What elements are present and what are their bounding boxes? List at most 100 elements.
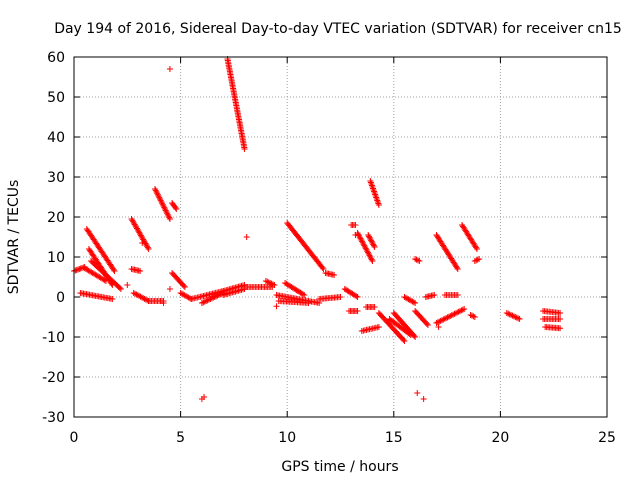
data-point xyxy=(443,315,450,322)
data-point xyxy=(207,296,214,302)
data-point xyxy=(152,186,159,192)
data-point xyxy=(371,244,378,250)
data-point xyxy=(364,248,371,255)
x-tick-label: 25 xyxy=(598,430,616,446)
data-point xyxy=(414,257,421,264)
data-point xyxy=(138,294,145,301)
data-point xyxy=(367,179,374,186)
data-point xyxy=(458,307,465,314)
data-point-isolated xyxy=(435,324,442,330)
data-point xyxy=(198,300,205,306)
data-point xyxy=(356,234,363,241)
data-point xyxy=(160,203,167,210)
data-point xyxy=(461,306,468,312)
data-point xyxy=(165,213,172,220)
data-point xyxy=(305,300,312,306)
data-point xyxy=(367,253,374,260)
data-point xyxy=(447,313,454,319)
data-point xyxy=(371,190,378,196)
data-point xyxy=(365,251,372,257)
data-point xyxy=(213,293,220,300)
plot-frame xyxy=(73,56,608,418)
y-tick-label: 0 xyxy=(56,290,65,306)
data-point xyxy=(214,292,221,299)
data-point xyxy=(434,319,441,326)
data-point xyxy=(450,311,457,318)
data-point xyxy=(372,191,379,198)
data-point xyxy=(369,258,376,264)
x-tick-label: 10 xyxy=(278,430,296,446)
x-tick-label: 0 xyxy=(70,430,79,446)
data-point xyxy=(516,316,523,322)
data-point xyxy=(375,202,382,208)
data-point xyxy=(354,308,361,314)
y-tick-label: 20 xyxy=(47,210,65,226)
data-point xyxy=(436,318,443,325)
data-point xyxy=(367,178,374,184)
y-tick-label: -20 xyxy=(42,370,65,386)
data-point xyxy=(452,310,459,317)
data-point xyxy=(513,314,520,321)
data-point xyxy=(145,246,152,252)
data-point xyxy=(299,291,306,298)
data-point xyxy=(454,292,461,298)
data-point xyxy=(166,216,173,222)
data-point xyxy=(374,199,381,205)
data-point xyxy=(109,296,116,302)
data-point xyxy=(416,258,423,264)
data-point xyxy=(451,310,458,317)
data-point xyxy=(410,299,417,306)
data-point xyxy=(262,278,269,284)
data-point xyxy=(154,191,161,198)
data-point xyxy=(370,241,377,248)
y-tick-label: 50 xyxy=(47,90,65,106)
data-point xyxy=(366,234,373,241)
data-point xyxy=(331,272,338,278)
data-point xyxy=(352,222,359,228)
data-point xyxy=(362,245,369,252)
x-tick-label: 20 xyxy=(491,430,509,446)
data-point xyxy=(368,237,375,244)
data-point xyxy=(241,146,248,152)
data-point xyxy=(210,294,217,301)
data-point-isolated xyxy=(166,66,173,72)
data-point xyxy=(161,204,168,211)
data-point xyxy=(373,196,380,202)
data-point xyxy=(369,184,376,190)
y-tick-label: -30 xyxy=(42,410,65,426)
data-point xyxy=(136,292,143,299)
data-point xyxy=(368,181,375,187)
data-point xyxy=(471,314,478,320)
data-point xyxy=(373,194,380,201)
data-point xyxy=(156,196,163,202)
data-point xyxy=(441,315,448,322)
data-point xyxy=(401,338,408,344)
grid xyxy=(74,57,607,417)
data-point-isolated xyxy=(160,300,167,306)
data-point xyxy=(337,294,344,300)
y-axis-ticks: -30 -20 -10 0 10 20 30 40 50 60 xyxy=(42,50,607,426)
data-point xyxy=(271,282,278,288)
x-axis-label: GPS time / hours xyxy=(281,459,398,475)
y-tick-label: -10 xyxy=(42,330,65,346)
data-point xyxy=(557,325,564,332)
data-point xyxy=(473,244,480,251)
data-point xyxy=(157,197,164,204)
data-point xyxy=(437,317,444,324)
data-point xyxy=(368,182,375,189)
data-point xyxy=(367,255,374,262)
data-point xyxy=(358,237,365,243)
data-point-isolated xyxy=(139,240,146,246)
y-tick-label: 10 xyxy=(47,250,65,266)
data-point xyxy=(413,256,420,263)
data-point xyxy=(181,284,188,290)
data-point xyxy=(359,239,366,246)
data-point xyxy=(369,240,376,246)
data-point xyxy=(158,198,165,205)
data-point xyxy=(459,306,466,313)
data-point xyxy=(142,296,149,303)
data-point-isolated xyxy=(352,232,359,238)
data-point xyxy=(130,290,137,296)
data-point xyxy=(355,231,362,238)
data-point xyxy=(264,278,271,285)
